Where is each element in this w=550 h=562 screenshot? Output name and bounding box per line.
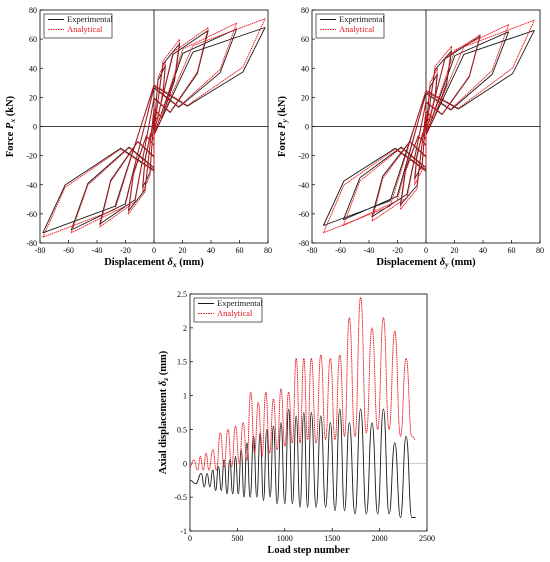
y-tick-label: 1 [183, 392, 187, 401]
x-tick-label: 80 [536, 246, 544, 255]
y-tick-label: -60 [298, 210, 309, 219]
x-tick-label: -80 [307, 246, 318, 255]
legend-box [315, 13, 385, 39]
x-tick-label: -20 [120, 246, 131, 255]
y-tick-label: 1.5 [177, 358, 187, 367]
y-tick-label: -40 [298, 181, 309, 190]
y-tick-label: -40 [26, 181, 37, 190]
legend-label-experimental: Experimental [67, 14, 113, 24]
x-tick-label: 40 [479, 246, 487, 255]
y-tick-label: 0 [183, 459, 187, 468]
series-analytical [42, 18, 266, 238]
y-tick-label: 0 [33, 123, 37, 132]
y-tick-label: -1 [180, 527, 187, 536]
y-tick-label: 60 [301, 35, 309, 44]
series-analytical [189, 296, 416, 471]
x-tick-label: -20 [392, 246, 403, 255]
x-tick-label: 0 [152, 246, 156, 255]
y-tick-label: -0.5 [174, 493, 187, 502]
y-tick-label: -20 [298, 152, 309, 161]
x-axis-label: Displacement δx (mm) [104, 257, 204, 269]
y-tick-label: 40 [301, 64, 309, 73]
y-tick-label: 0.5 [177, 425, 187, 434]
chart-2: -80 -60 -40 -20 0 20 40 60 80 -80 -60 -40 -20 0 20 40 60… [277, 6, 544, 269]
x-tick-label: 60 [508, 246, 516, 255]
y-tick-label: 2 [183, 324, 187, 333]
x-tick-label: -60 [335, 246, 346, 255]
y-tick-label: 60 [29, 35, 37, 44]
y-axis-label: Force Px (kN) [5, 95, 17, 157]
y-tick-label: 80 [301, 6, 309, 15]
x-tick-label: 1500 [324, 534, 340, 543]
x-tick-label: 0 [188, 534, 192, 543]
y-tick-label: -60 [26, 210, 37, 219]
x-tick-label: -80 [35, 246, 46, 255]
chart-3: 0 500 1000 1500 2000 2500 -1 -0.5 0 0.5 1 1.5 2 2.5 Ex… [158, 290, 435, 556]
y-tick-label: -20 [26, 152, 37, 161]
x-tick-label: -40 [92, 246, 103, 255]
x-axis-label: Load step number [267, 545, 350, 556]
y-tick-label: 80 [29, 6, 37, 15]
legend-label-experimental: Experimental [339, 14, 385, 24]
y-tick-label: 0 [305, 123, 309, 132]
plot-frame [189, 293, 428, 532]
x-tick-label: 60 [236, 246, 244, 255]
x-tick-label: 2500 [419, 534, 435, 543]
x-tick-label: 80 [264, 246, 272, 255]
series-analytical [322, 19, 535, 234]
x-axis-label: Displacement δy (mm) [376, 257, 476, 269]
x-tick-label: 0 [424, 246, 428, 255]
legend-label-analytical: Analytical [67, 24, 103, 34]
y-tick-label: 20 [29, 93, 37, 102]
y-tick-label: -80 [26, 239, 37, 248]
chart-1: -80 -60 -40 -20 0 20 40 60 80 -80 -60 -40 -20 0 20 40 60… [5, 6, 272, 269]
y-tick-label: -80 [298, 239, 309, 248]
y-tick-label: 2.5 [177, 290, 187, 299]
legend-box [193, 297, 263, 323]
series-experimental [189, 408, 416, 518]
x-tick-label: 20 [179, 246, 187, 255]
x-tick-label: -60 [63, 246, 74, 255]
legend-label-experimental: Experimental [217, 298, 263, 308]
x-tick-label: 1000 [277, 534, 293, 543]
y-axis-label: Axial displacement δz (mm) [158, 350, 170, 474]
legend-box [43, 13, 113, 39]
legend-label-analytical: Analytical [339, 24, 375, 34]
x-tick-label: 20 [451, 246, 459, 255]
legend-label-analytical: Analytical [217, 308, 253, 318]
y-tick-label: 40 [29, 64, 37, 73]
x-tick-label: 40 [207, 246, 215, 255]
y-tick-label: 20 [301, 93, 309, 102]
x-tick-label: 2000 [372, 534, 388, 543]
y-axis-label: Force Py (kN) [277, 96, 289, 157]
x-tick-label: -40 [364, 246, 375, 255]
x-tick-label: 500 [231, 534, 243, 543]
